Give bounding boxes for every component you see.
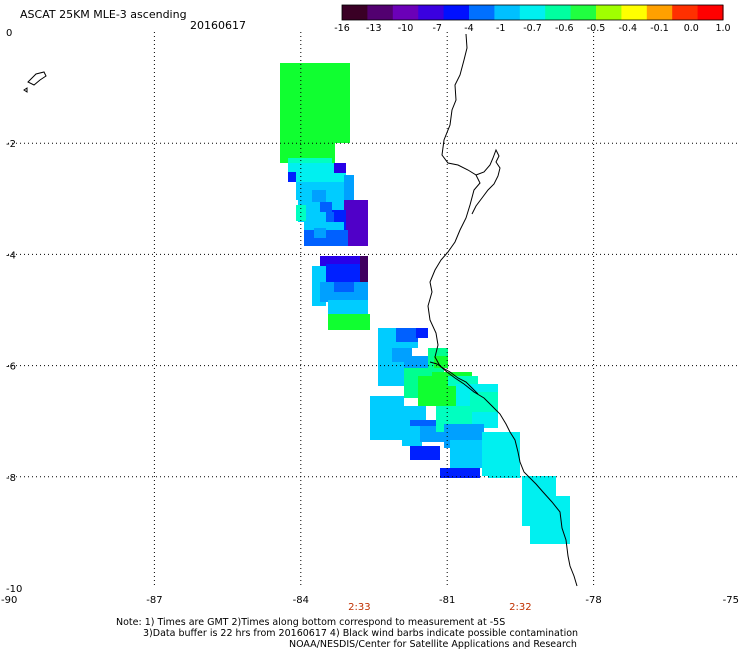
colorbar-segment [697,5,724,20]
swath-cell [396,328,418,342]
colorbar-segment [494,5,521,20]
swath-cell [450,440,484,468]
swath-cell [312,190,326,202]
swath-cell [320,256,368,266]
map-title: ASCAT 25KM MLE-3 ascending [20,8,187,21]
coastline-peninsula [429,361,479,395]
island-small [23,87,28,93]
lat-tick-labels: 0 -2 -4 -6 -8 -10 [6,28,22,595]
swath-cell [370,396,404,440]
colorbar-tick-label: -0.7 [523,23,542,34]
footer-note-3: NOAA/NESDIS/Center for Satellite Applica… [289,639,577,650]
swath-cell [410,446,440,460]
swath-cell [416,328,428,338]
pass-time-labels: 2:33 2:32 [348,602,532,613]
swath-cell [440,468,480,478]
lon-tick-label: -87 [146,595,162,606]
swath-cell [334,163,346,173]
swath-cell [404,356,434,370]
colorbar-tick-label: -0.5 [587,23,606,34]
lat-tick-label: 0 [6,28,12,39]
colorbar-tick-label: -10 [398,23,414,34]
colorbar-segment [621,5,648,20]
colorbar-segment [443,5,470,20]
colorbar-tick-label: 1.0 [715,23,730,34]
swath-cell [320,202,332,212]
swath-cell [304,222,344,232]
data-swath [280,63,570,544]
colorbar-labels: -16 -13 -10 -7 -4 -1 -0.7 -0.6 -0.5 -0.4 -0.1 0.0 1.… [334,23,730,34]
lon-tick-label: -78 [585,595,601,606]
colorbar-segment [418,5,445,20]
swath-cell [296,172,346,182]
colorbar-segment [519,5,546,20]
colorbar [341,4,724,21]
colorbar-tick-label: 0.0 [684,23,699,34]
swath-cell [326,212,334,222]
island [23,71,47,93]
colorbar-tick-label: -1 [496,23,505,34]
swath-cell [326,264,368,284]
colorbar-segment [545,5,572,20]
lon-tick-label: -81 [439,595,455,606]
colorbar-segment [342,5,368,20]
swath-cell [402,426,422,446]
colorbar-frame [341,4,724,21]
colorbar-tick-label: -0.1 [650,23,669,34]
footer-note-1: Note: 1) Times are GMT 2)Times along bot… [116,617,506,628]
swath-cell [434,356,448,368]
lon-tick-labels: -90 -87 -84 -81 -78 -75 [1,595,739,606]
colorbar-segment [646,5,673,20]
swath-cell [314,228,326,238]
lon-tick-label: -90 [1,595,17,606]
colorbar-segment [367,5,394,20]
colorbar-segment [392,5,419,20]
colorbar-segment [596,5,622,20]
swath-cell [360,256,368,284]
lon-tick-label: -84 [293,595,309,606]
colorbar-tick-label: -0.4 [618,23,637,34]
coastline-mainland [427,33,578,587]
colorbar-segment [570,5,597,20]
colorbar-tick-label: -13 [366,23,382,34]
colorbar-segment [469,5,495,20]
swath-cell [488,462,520,478]
pass-time-label: 2:33 [348,602,370,613]
swath-cell [530,496,570,544]
coastline-gulf [471,148,501,215]
lat-tick-label: -4 [6,250,16,261]
footer-note-2: 3)Data buffer is 22 hrs from 20160617 4)… [143,628,579,639]
swath-cell [470,392,498,412]
island-main [27,71,47,86]
map-date: 20160617 [190,19,246,32]
lat-tick-label: -2 [6,139,16,150]
colorbar-tick-label: -7 [433,23,442,34]
coastline [427,33,578,587]
swath-cell [328,314,370,330]
colorbar-segment [672,5,699,20]
lat-lon-grid [8,32,740,588]
pass-time-label: 2:32 [509,602,531,613]
colorbar-tick-label: -4 [464,23,473,34]
lat-tick-label: -6 [6,362,16,373]
colorbar-tick-label: -16 [334,23,350,34]
swath-cell [344,175,354,203]
colorbar-tick-label: -0.6 [555,23,574,34]
swath-cell [334,282,354,292]
lat-tick-label: -10 [6,584,22,595]
lon-tick-label: -75 [723,595,739,606]
swath-cell [328,300,368,314]
swath-cell [280,63,350,143]
lat-tick-label: -8 [6,473,16,484]
swath-cell [288,172,296,182]
